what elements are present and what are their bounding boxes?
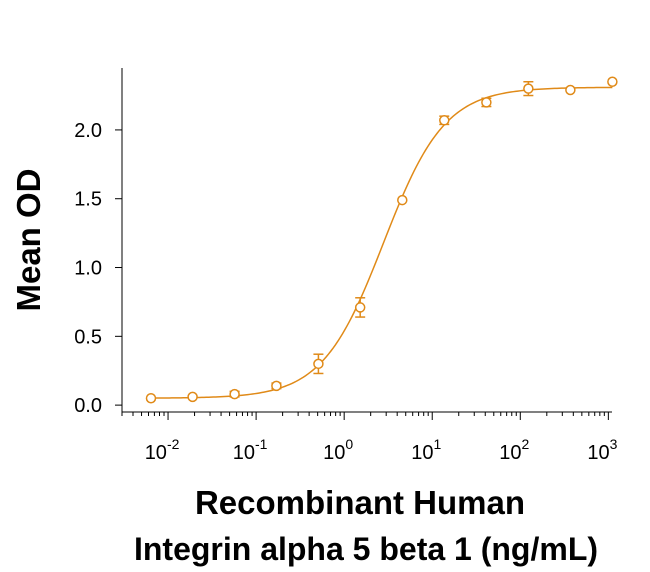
point-marker [229, 388, 240, 400]
data-point [397, 194, 408, 206]
x-axis-title-line-2: Integrin alpha 5 beta 1 (ng/mL) [134, 531, 598, 567]
data-point [271, 380, 282, 392]
data-point [439, 115, 450, 126]
point-marker [145, 392, 157, 404]
data-point [187, 391, 198, 403]
point-marker [271, 380, 282, 392]
y-tick-label: 2.0 [74, 120, 102, 142]
x-minor-ticks [121, 412, 605, 416]
x-tick-label: 101 [411, 436, 441, 464]
data-point [145, 392, 157, 404]
axes [121, 68, 612, 413]
y-tick-label: 1.5 [74, 189, 102, 211]
y-tick-label: 0.5 [74, 326, 102, 348]
point-marker [313, 358, 324, 370]
data-point [229, 388, 240, 400]
data-point [523, 81, 534, 97]
point-marker [397, 194, 408, 206]
x-tick-label: 100 [323, 436, 353, 464]
fit-curve [150, 86, 613, 399]
data-point [607, 76, 618, 88]
x-axis-title-line-1: Recombinant Human [195, 484, 525, 521]
x-tick-label: 10-1 [233, 436, 268, 464]
x-tick-label: 102 [499, 436, 529, 464]
point-marker [187, 391, 198, 403]
point-marker [607, 76, 618, 88]
data-point [481, 97, 492, 108]
y-axis-title: Mean OD [10, 168, 47, 311]
x-ticks: 10-2 10-1 100 101 102 103 [145, 412, 618, 464]
data-point [565, 84, 576, 96]
x-tick-label: 103 [587, 436, 617, 464]
x-tick-label: 10-2 [145, 436, 180, 464]
y-tick-label: 1.0 [74, 258, 102, 280]
data-point [354, 297, 366, 318]
data-points [145, 76, 618, 404]
point-marker [565, 84, 576, 96]
y-ticks: 0.0 0.5 1.0 1.5 2.0 [74, 120, 122, 417]
y-tick-label: 0.0 [74, 395, 102, 417]
point-marker [354, 302, 366, 313]
point-marker [481, 97, 492, 108]
point-marker [439, 115, 450, 126]
point-marker [523, 83, 534, 94]
data-point [313, 353, 324, 375]
